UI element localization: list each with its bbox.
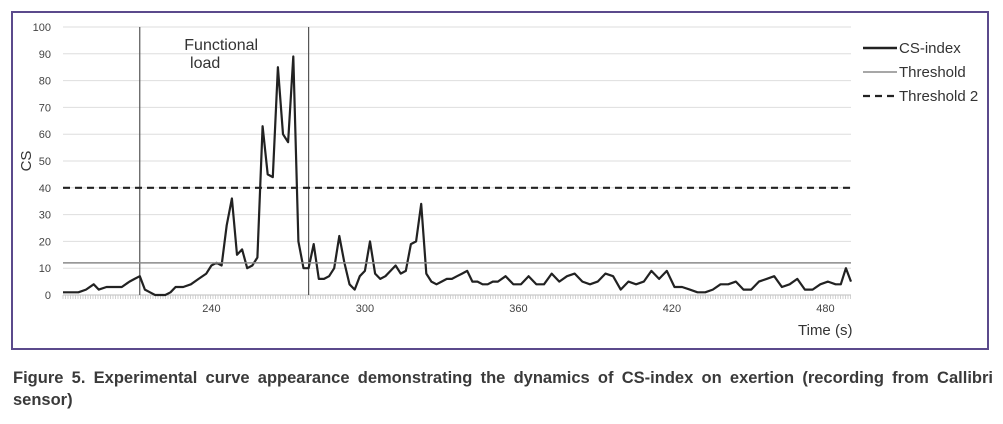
x-tick-420: 420: [663, 303, 681, 315]
x-tick-360: 360: [509, 303, 527, 315]
x-tick-labels: 240 300 360 420 480: [202, 303, 834, 315]
annotation-line-1: Functional: [184, 37, 258, 54]
x-tick-300: 300: [356, 303, 374, 315]
legend-label-1: CS-index: [899, 40, 961, 57]
x-tick-240: 240: [202, 303, 220, 315]
y-tick-labels: 0 10 20 30 40 50 60 70 80 90 100: [33, 22, 51, 302]
x-axis-title: Time (s): [798, 322, 852, 339]
y-tick-70: 70: [39, 102, 51, 114]
legend-label-3: Threshold 2: [899, 88, 978, 105]
chart-frame: 0 10 20 30 40 50 60 70 80 90 100 240 300 360 420 480 F…: [11, 11, 989, 350]
y-tick-20: 20: [39, 236, 51, 248]
y-axis-title: CS: [18, 151, 35, 172]
y-tick-100: 100: [33, 22, 51, 34]
legend-label-2: Threshold: [899, 64, 966, 81]
y-tick-50: 50: [39, 156, 51, 168]
grid-lines: [63, 26, 851, 296]
cs-index-line: [63, 55, 853, 297]
figure-caption: Figure 5. Experimental curve appearance …: [13, 369, 993, 409]
legend: CS-index Threshold Threshold 2: [863, 40, 978, 105]
y-tick-40: 40: [39, 183, 51, 195]
functional-load-markers: [139, 27, 310, 295]
x-minor-ticks: [62, 295, 851, 299]
y-tick-80: 80: [39, 76, 51, 88]
y-tick-90: 90: [39, 49, 51, 61]
x-tick-480: 480: [816, 303, 834, 315]
series-layer: [63, 55, 853, 297]
x-axis-minor-ticks: [62, 295, 851, 299]
y-tick-10: 10: [39, 263, 51, 275]
y-tick-0: 0: [45, 290, 51, 302]
chart-svg: 0 10 20 30 40 50 60 70 80 90 100 240 300 360 420 480 F…: [18, 22, 978, 339]
annotation-line-2: load: [190, 55, 220, 72]
y-tick-30: 30: [39, 210, 51, 222]
y-tick-60: 60: [39, 129, 51, 141]
